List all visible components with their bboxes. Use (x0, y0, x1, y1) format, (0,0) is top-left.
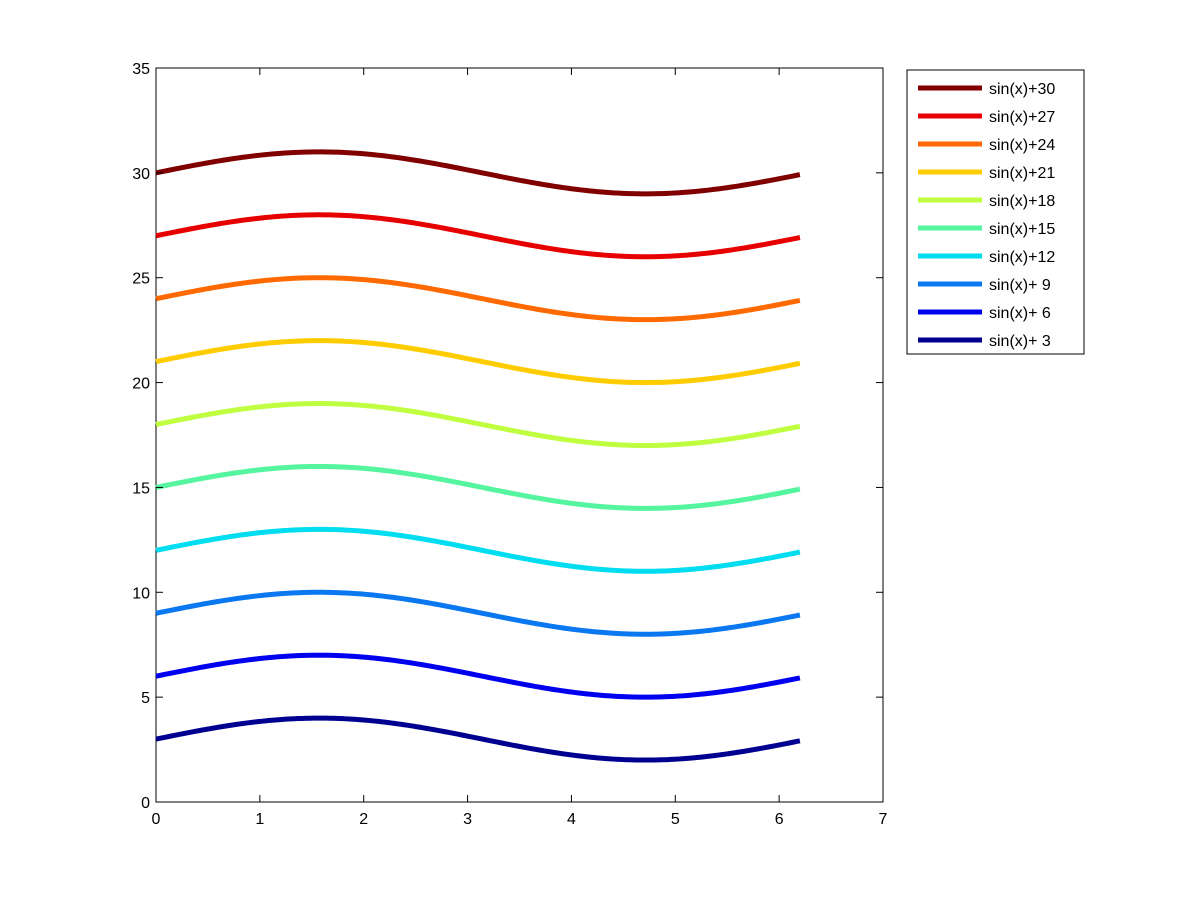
y-tick-label: 35 (132, 61, 150, 78)
series-line-8 (155, 652, 801, 700)
y-tick-label: 5 (141, 690, 150, 707)
legend-label-8: sin(x)+ 6 (989, 305, 1051, 322)
legend-label-2: sin(x)+24 (989, 137, 1055, 154)
legend-label-4: sin(x)+18 (989, 193, 1055, 210)
x-tick-label: 5 (671, 811, 680, 828)
legend-label-6: sin(x)+12 (989, 249, 1055, 266)
axis-ticks: 0 1 2 3 4 5 6 7 0 5 10 15 20 25 30 35 (132, 61, 887, 828)
series-line-9 (155, 715, 801, 763)
y-tick-label: 10 (132, 585, 150, 602)
x-tick-label: 4 (567, 811, 576, 828)
y-tick-label: 0 (141, 795, 150, 812)
series-line-0 (155, 149, 801, 197)
series-line-1 (155, 212, 801, 260)
series-line-6 (155, 526, 801, 574)
series-line-7 (155, 589, 801, 637)
legend-label-9: sin(x)+ 3 (989, 333, 1051, 350)
series-line-2 (155, 275, 801, 323)
series-layer (155, 149, 801, 763)
y-tick-label: 25 (132, 271, 150, 288)
legend-label-7: sin(x)+ 9 (989, 277, 1051, 294)
series-line-4 (155, 401, 801, 448)
series-line-5 (155, 463, 801, 511)
legend: sin(x)+30 sin(x)+27 sin(x)+24 sin(x)+21 sin(… (906, 69, 1085, 355)
legend-label-1: sin(x)+27 (989, 109, 1055, 126)
y-tick-label: 15 (132, 480, 150, 497)
x-tick-label: 0 (152, 811, 161, 828)
x-tick-label: 7 (879, 811, 888, 828)
series-line-3 (155, 338, 801, 386)
y-tick-label: 20 (132, 376, 150, 393)
legend-label-3: sin(x)+21 (989, 165, 1055, 182)
legend-label-5: sin(x)+15 (989, 221, 1055, 238)
x-tick-label: 3 (463, 811, 472, 828)
x-tick-label: 1 (255, 811, 264, 828)
legend-label-0: sin(x)+30 (989, 81, 1055, 98)
y-tick-label: 30 (132, 166, 150, 183)
x-tick-label: 6 (775, 811, 784, 828)
x-tick-label: 2 (359, 811, 368, 828)
